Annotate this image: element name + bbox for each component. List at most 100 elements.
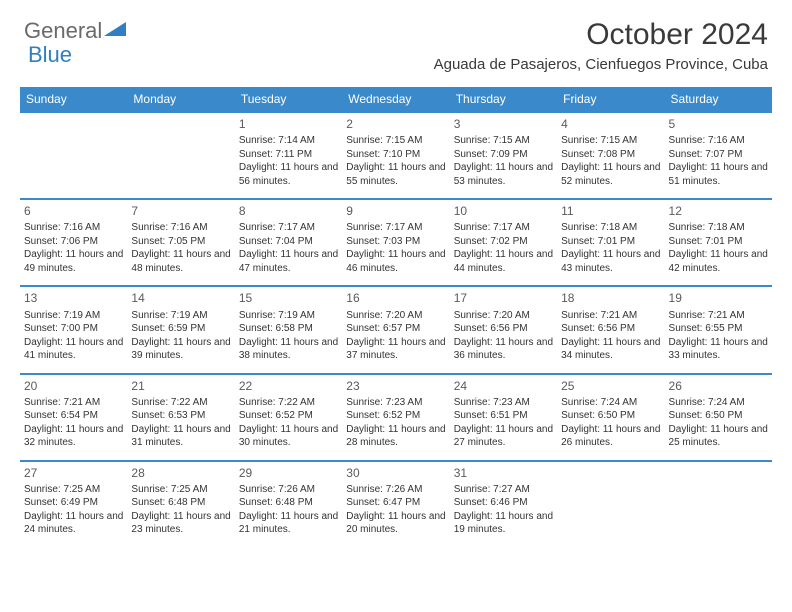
daylight-text: Daylight: 11 hours and 20 minutes. <box>346 510 445 537</box>
sunrise-text: Sunrise: 7:16 AM <box>669 134 768 148</box>
sunset-text: Sunset: 7:08 PM <box>561 148 660 162</box>
daylight-text: Daylight: 11 hours and 42 minutes. <box>669 248 768 275</box>
week-row: 13Sunrise: 7:19 AMSunset: 7:00 PMDayligh… <box>20 286 772 373</box>
daylight-text: Daylight: 11 hours and 30 minutes. <box>239 423 338 450</box>
day-cell: 8Sunrise: 7:17 AMSunset: 7:04 PMDaylight… <box>235 199 342 286</box>
logo-blue-text-wrap: Blue <box>28 42 72 68</box>
day-number: 15 <box>239 290 338 306</box>
sunset-text: Sunset: 6:48 PM <box>131 496 230 510</box>
day-number: 24 <box>454 378 553 394</box>
calendar-table: SundayMondayTuesdayWednesdayThursdayFrid… <box>20 87 772 547</box>
sunset-text: Sunset: 7:09 PM <box>454 148 553 162</box>
dow-thursday: Thursday <box>450 87 557 112</box>
day-cell: 11Sunrise: 7:18 AMSunset: 7:01 PMDayligh… <box>557 199 664 286</box>
dow-wednesday: Wednesday <box>342 87 449 112</box>
day-cell: 28Sunrise: 7:25 AMSunset: 6:48 PMDayligh… <box>127 461 234 547</box>
day-number: 29 <box>239 465 338 481</box>
sunrise-text: Sunrise: 7:25 AM <box>24 483 123 497</box>
daylight-text: Daylight: 11 hours and 19 minutes. <box>454 510 553 537</box>
day-cell: 18Sunrise: 7:21 AMSunset: 6:56 PMDayligh… <box>557 286 664 373</box>
daylight-text: Daylight: 11 hours and 36 minutes. <box>454 336 553 363</box>
week-row: 27Sunrise: 7:25 AMSunset: 6:49 PMDayligh… <box>20 461 772 547</box>
day-cell: 19Sunrise: 7:21 AMSunset: 6:55 PMDayligh… <box>665 286 772 373</box>
day-number: 22 <box>239 378 338 394</box>
sunrise-text: Sunrise: 7:17 AM <box>454 221 553 235</box>
sunrise-text: Sunrise: 7:15 AM <box>561 134 660 148</box>
sunrise-text: Sunrise: 7:23 AM <box>346 396 445 410</box>
day-number: 26 <box>669 378 768 394</box>
empty-cell <box>20 112 127 199</box>
day-cell: 1Sunrise: 7:14 AMSunset: 7:11 PMDaylight… <box>235 112 342 199</box>
sunset-text: Sunset: 6:51 PM <box>454 409 553 423</box>
day-number: 13 <box>24 290 123 306</box>
day-cell: 31Sunrise: 7:27 AMSunset: 6:46 PMDayligh… <box>450 461 557 547</box>
logo-triangle-icon <box>104 22 126 40</box>
day-number: 10 <box>454 203 553 219</box>
title-block: October 2024 Aguada de Pasajeros, Cienfu… <box>434 18 768 73</box>
day-number: 8 <box>239 203 338 219</box>
sunrise-text: Sunrise: 7:21 AM <box>561 309 660 323</box>
daylight-text: Daylight: 11 hours and 26 minutes. <box>561 423 660 450</box>
day-number: 16 <box>346 290 445 306</box>
sunrise-text: Sunrise: 7:22 AM <box>131 396 230 410</box>
sunset-text: Sunset: 6:50 PM <box>561 409 660 423</box>
sunset-text: Sunset: 6:46 PM <box>454 496 553 510</box>
day-number: 12 <box>669 203 768 219</box>
daylight-text: Daylight: 11 hours and 32 minutes. <box>24 423 123 450</box>
day-number: 21 <box>131 378 230 394</box>
daylight-text: Daylight: 11 hours and 51 minutes. <box>669 161 768 188</box>
day-number: 1 <box>239 116 338 132</box>
daylight-text: Daylight: 11 hours and 37 minutes. <box>346 336 445 363</box>
day-number: 25 <box>561 378 660 394</box>
daylight-text: Daylight: 11 hours and 47 minutes. <box>239 248 338 275</box>
sunset-text: Sunset: 6:53 PM <box>131 409 230 423</box>
sunset-text: Sunset: 7:07 PM <box>669 148 768 162</box>
day-number: 27 <box>24 465 123 481</box>
sunset-text: Sunset: 6:59 PM <box>131 322 230 336</box>
day-number: 14 <box>131 290 230 306</box>
sunrise-text: Sunrise: 7:23 AM <box>454 396 553 410</box>
daylight-text: Daylight: 11 hours and 21 minutes. <box>239 510 338 537</box>
day-cell: 10Sunrise: 7:17 AMSunset: 7:02 PMDayligh… <box>450 199 557 286</box>
daylight-text: Daylight: 11 hours and 46 minutes. <box>346 248 445 275</box>
empty-cell <box>665 461 772 547</box>
sunrise-text: Sunrise: 7:22 AM <box>239 396 338 410</box>
day-number: 18 <box>561 290 660 306</box>
daylight-text: Daylight: 11 hours and 53 minutes. <box>454 161 553 188</box>
sunrise-text: Sunrise: 7:25 AM <box>131 483 230 497</box>
sunset-text: Sunset: 7:11 PM <box>239 148 338 162</box>
sunrise-text: Sunrise: 7:17 AM <box>239 221 338 235</box>
sunset-text: Sunset: 6:49 PM <box>24 496 123 510</box>
month-title: October 2024 <box>434 18 768 52</box>
daylight-text: Daylight: 11 hours and 33 minutes. <box>669 336 768 363</box>
day-number: 4 <box>561 116 660 132</box>
week-row: 20Sunrise: 7:21 AMSunset: 6:54 PMDayligh… <box>20 374 772 461</box>
day-cell: 25 Sunrise: 7:24 AMSunset: 6:50 PMDayligh… <box>557 374 664 461</box>
day-cell: 15Sunrise: 7:19 AMSunset: 6:58 PMDayligh… <box>235 286 342 373</box>
daylight-text: Daylight: 11 hours and 44 minutes. <box>454 248 553 275</box>
sunset-text: Sunset: 6:54 PM <box>24 409 123 423</box>
daylight-text: Daylight: 11 hours and 24 minutes. <box>24 510 123 537</box>
sunrise-text: Sunrise: 7:15 AM <box>454 134 553 148</box>
day-cell: 27 Sunrise: 7:25 AMSunset: 6:49 PMDayligh… <box>20 461 127 547</box>
day-cell: 21Sunrise: 7:22 AMSunset: 6:53 PMDayligh… <box>127 374 234 461</box>
dow-monday: Monday <box>127 87 234 112</box>
day-number: 19 <box>669 290 768 306</box>
logo: General <box>24 18 128 44</box>
sunset-text: Sunset: 6:58 PM <box>239 322 338 336</box>
sunrise-text: Sunrise: 7:27 AM <box>454 483 553 497</box>
day-number: 23 <box>346 378 445 394</box>
sunrise-text: Sunrise: 7:21 AM <box>24 396 123 410</box>
sunrise-text: Sunrise: 7:24 AM <box>561 396 660 410</box>
day-cell: 22Sunrise: 7:22 AMSunset: 6:52 PMDayligh… <box>235 374 342 461</box>
day-cell: 13Sunrise: 7:19 AMSunset: 7:00 PMDayligh… <box>20 286 127 373</box>
dow-saturday: Saturday <box>665 87 772 112</box>
sunrise-text: Sunrise: 7:18 AM <box>669 221 768 235</box>
day-number: 7 <box>131 203 230 219</box>
day-number: 11 <box>561 203 660 219</box>
day-cell: 17Sunrise: 7:20 AMSunset: 6:56 PMDayligh… <box>450 286 557 373</box>
day-cell: 14Sunrise: 7:19 AMSunset: 6:59 PMDayligh… <box>127 286 234 373</box>
day-number: 5 <box>669 116 768 132</box>
day-number: 17 <box>454 290 553 306</box>
sunset-text: Sunset: 7:01 PM <box>561 235 660 249</box>
